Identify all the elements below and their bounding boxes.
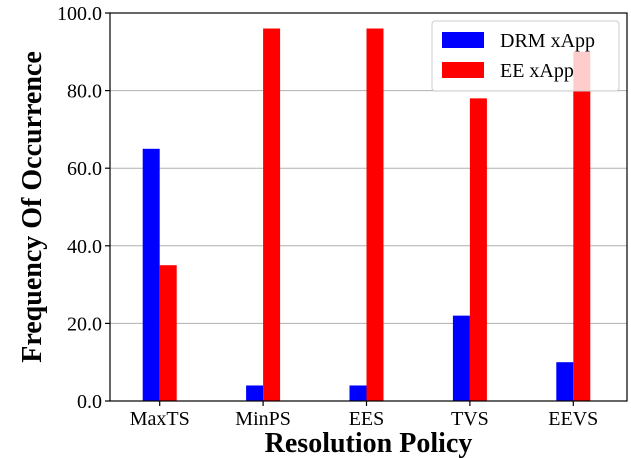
plot-frame: [109, 12, 628, 402]
legend-label: EE xApp: [500, 60, 574, 82]
bar-ee-xapp-tvs: [469, 98, 487, 402]
x-tick-label: MinPS: [235, 408, 291, 430]
x-axis-label: Resolution Policy: [265, 428, 473, 458]
y-tick-label: 80.0: [67, 81, 102, 103]
bar-ee-xapp-ees: [366, 28, 384, 402]
bar-drm-xapp-tvs: [452, 315, 470, 401]
y-tick-label: 0.0: [77, 391, 102, 413]
bar-drm-xapp-ees: [349, 385, 367, 401]
bar-drm-xapp-eevs: [556, 362, 574, 401]
y-axis-ticks: 0.0 20.0 40.0 60.0 80.0 100.0: [57, 3, 110, 413]
y-tick-label: 100.0: [57, 3, 102, 25]
y-tick-label: 60.0: [67, 158, 102, 180]
bar-ee-xapp-minps: [263, 28, 281, 402]
x-axis-ticks: MaxTS MinPS EES TVS EEVS: [130, 401, 598, 430]
bar-ee-xapp-eevs: [573, 51, 591, 402]
y-tick-label: 40.0: [67, 236, 102, 258]
x-tick-label: EEVS: [548, 408, 598, 430]
legend-swatch: [442, 62, 484, 78]
y-tick-label: 20.0: [67, 313, 102, 335]
bar-drm-xapp-minps: [246, 385, 264, 401]
bars: [142, 28, 591, 402]
legend: DRM xApp EE xApp: [431, 20, 620, 92]
legend-label: DRM xApp: [500, 30, 595, 52]
x-tick-label: EES: [349, 408, 385, 430]
bar-drm-xapp-maxts: [142, 148, 160, 401]
x-tick-label: MaxTS: [130, 408, 190, 430]
bar-ee-xapp-maxts: [159, 265, 177, 401]
x-tick-label: TVS: [451, 408, 489, 430]
legend-swatch: [442, 32, 484, 48]
y-axis-label: Frequency Of Occurrence: [17, 51, 48, 363]
